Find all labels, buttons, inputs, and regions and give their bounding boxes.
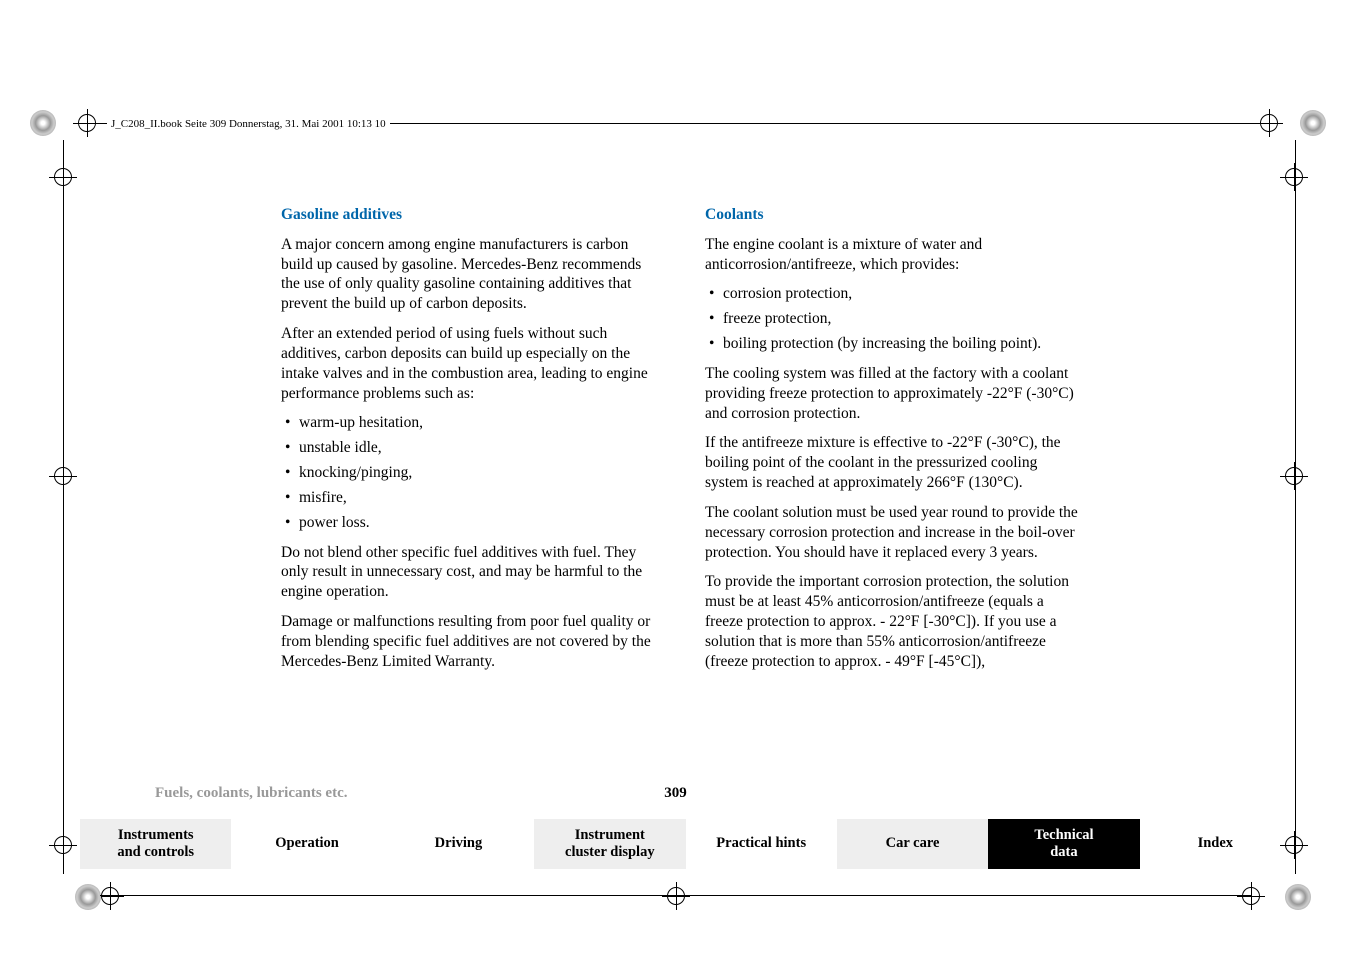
left-trim-line [63, 140, 64, 874]
list-item: boiling protection (by increasing the bo… [705, 334, 1081, 354]
right-column: Coolants The engine coolant is a mixture… [705, 205, 1081, 682]
page-number: 309 [664, 785, 687, 802]
list-item: misfire, [281, 488, 657, 508]
list-item: knocking/pinging, [281, 463, 657, 483]
list-item: corrosion protection, [705, 284, 1081, 304]
registration-mark-icon [49, 163, 77, 191]
left-column: Gasoline additives A major concern among… [281, 205, 657, 682]
print-mark-circle-icon [75, 884, 101, 910]
bullet-list: corrosion protection, freeze protection,… [705, 284, 1081, 353]
paragraph: The cooling system was filled at the fac… [705, 364, 1081, 423]
navigation-tabs: Instrumentsand controls Operation Drivin… [80, 819, 1291, 869]
paragraph: Damage or malfunctions resulting from po… [281, 612, 657, 671]
tab-label: Instrumentsand controls [117, 827, 194, 862]
tab-operation[interactable]: Operation [231, 819, 382, 869]
header-meta-text: J_C208_II.book Seite 309 Donnerstag, 31.… [107, 118, 390, 130]
registration-mark-icon [1255, 109, 1283, 137]
registration-mark-icon [1237, 882, 1265, 910]
list-item: power loss. [281, 513, 657, 533]
paragraph: To provide the important corrosion prote… [705, 572, 1081, 671]
tab-technical-data[interactable]: Technicaldata [988, 819, 1139, 869]
paragraph: A major concern among engine manufacture… [281, 235, 657, 314]
tab-label: Instrumentcluster display [565, 827, 655, 862]
footer-chapter-label: Fuels, coolants, lubricants etc. [155, 785, 348, 802]
registration-mark-icon [662, 882, 690, 910]
tab-index[interactable]: Index [1140, 819, 1291, 869]
tab-practical-hints[interactable]: Practical hints [686, 819, 837, 869]
tab-car-care[interactable]: Car care [837, 819, 988, 869]
registration-mark-icon [49, 462, 77, 490]
tab-driving[interactable]: Driving [383, 819, 534, 869]
tab-instrument-cluster[interactable]: Instrumentcluster display [534, 819, 685, 869]
paragraph: After an extended period of using fuels … [281, 324, 657, 403]
list-item: unstable idle, [281, 438, 657, 458]
tab-instruments-controls[interactable]: Instrumentsand controls [80, 819, 231, 869]
tab-label: Operation [275, 835, 339, 852]
tab-label: Practical hints [716, 835, 806, 852]
bullet-list: warm-up hesitation, unstable idle, knock… [281, 413, 657, 532]
registration-mark-icon [1280, 163, 1308, 191]
bottom-rule [100, 895, 1251, 896]
tab-label: Car care [886, 835, 940, 852]
tab-label: Index [1198, 835, 1233, 852]
paragraph: If the antifreeze mixture is effective t… [705, 433, 1081, 492]
print-mark-circle-icon [1300, 110, 1326, 136]
list-item: freeze protection, [705, 309, 1081, 329]
tab-label: Technicaldata [1034, 827, 1093, 862]
registration-mark-icon [49, 831, 77, 859]
registration-mark-icon [1280, 462, 1308, 490]
tab-label: Driving [435, 835, 483, 852]
page-content: Gasoline additives A major concern among… [281, 205, 1081, 682]
paragraph: The engine coolant is a mixture of water… [705, 235, 1081, 275]
print-mark-circle-icon [30, 110, 56, 136]
right-trim-line [1295, 140, 1296, 874]
paragraph: Do not blend other specific fuel additiv… [281, 543, 657, 602]
section-title-coolants: Coolants [705, 205, 1081, 225]
section-title-gasoline: Gasoline additives [281, 205, 657, 225]
list-item: warm-up hesitation, [281, 413, 657, 433]
print-mark-circle-icon [1285, 884, 1311, 910]
registration-mark-icon [73, 109, 101, 137]
paragraph: The coolant solution must be used year r… [705, 503, 1081, 562]
